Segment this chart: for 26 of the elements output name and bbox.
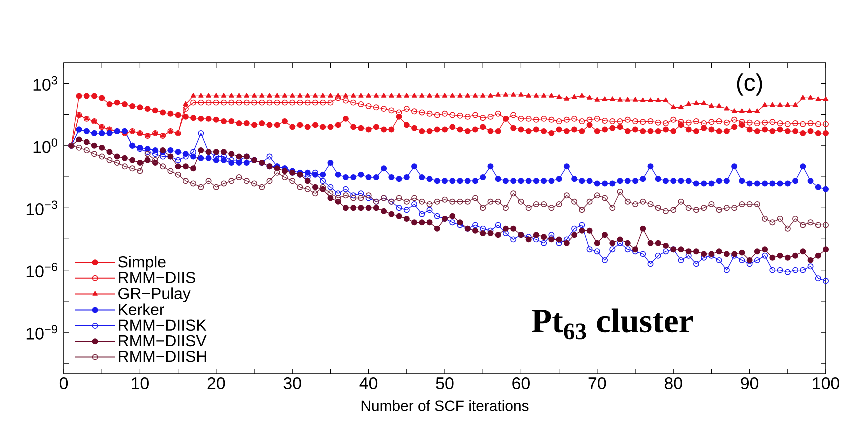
annotation: Pt$_{63}$ cluster xyxy=(532,308,694,340)
x-tick-label: 40 xyxy=(360,378,378,390)
x-tick-label: 20 xyxy=(208,378,226,390)
y-tick-label: 10$^{0}$ xyxy=(34,138,58,154)
legend-label: RMM−DIISH xyxy=(119,350,206,362)
legend-label: RMM−DIISV xyxy=(119,335,207,347)
x-tick-label: 30 xyxy=(284,378,302,390)
annotation: (c) xyxy=(737,74,762,96)
x-tick-label: 50 xyxy=(436,378,454,390)
legend-label: RMM−DIISK xyxy=(119,320,207,332)
y-tick-label: 10$^{−9}$ xyxy=(26,325,58,340)
y-tick-label: 10$^{−6}$ xyxy=(26,262,58,278)
legend-label: Kerker xyxy=(119,304,164,316)
x-tick-label: 100 xyxy=(813,378,840,390)
legend-label: Simple xyxy=(118,256,166,271)
legend-label: RMM−DIIS xyxy=(119,272,196,284)
y-tick-label: 10$^{−3}$ xyxy=(26,200,58,216)
x-tick-label: 0 xyxy=(60,378,68,390)
x-tick-label: 60 xyxy=(512,378,530,390)
x-axis-title: Number of SCF iterations xyxy=(362,400,529,412)
x-tick-label: 70 xyxy=(588,378,606,390)
legend-label: GR−Pulay xyxy=(118,288,191,303)
y-tick-label: 10$^{3}$ xyxy=(34,76,58,92)
x-tick-label: 10 xyxy=(132,378,149,390)
x-tick-label: 90 xyxy=(741,378,759,390)
x-tick-label: 80 xyxy=(664,378,682,390)
